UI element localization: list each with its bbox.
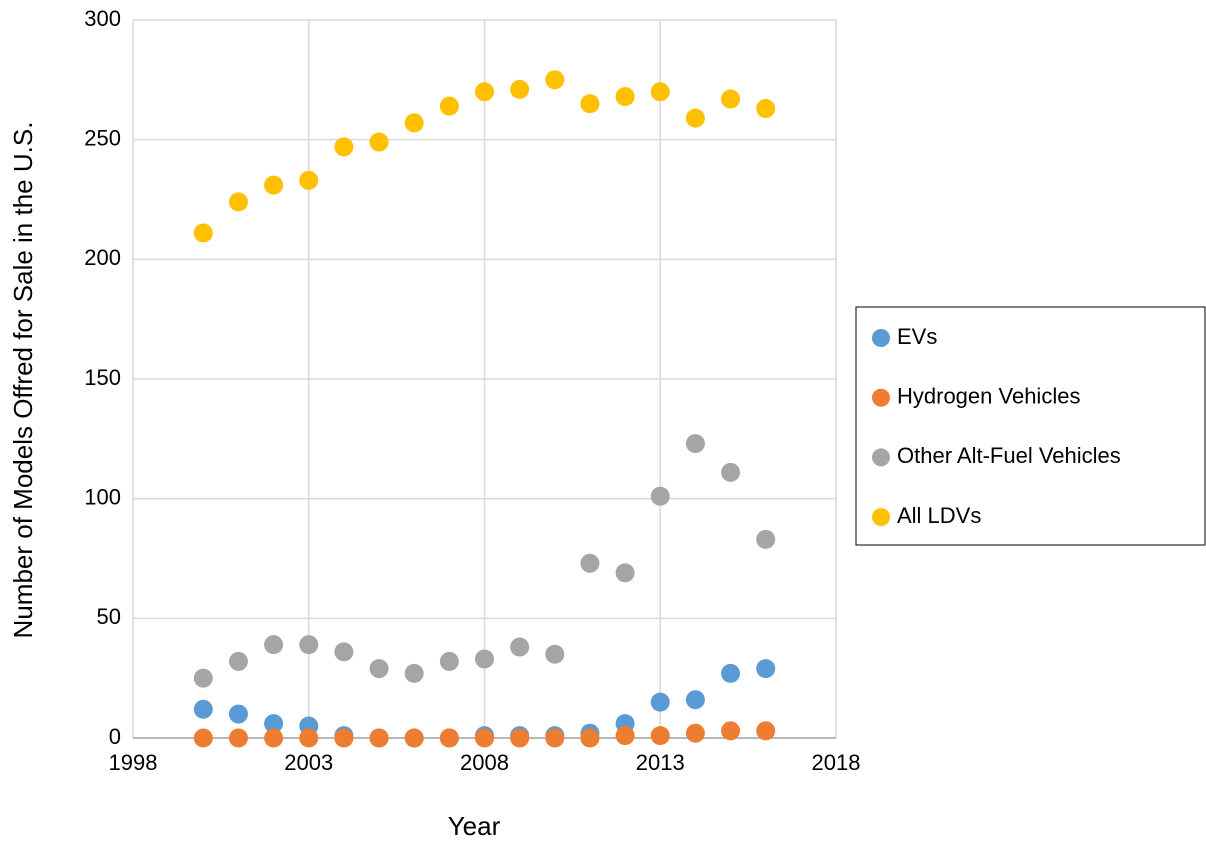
- x-tick-label: 2003: [284, 750, 333, 775]
- point: [228, 651, 248, 671]
- y-tick-label: 250: [84, 125, 121, 150]
- point: [685, 723, 705, 743]
- point: [475, 82, 494, 102]
- point: [369, 659, 389, 679]
- x-tick-label: 2018: [812, 750, 861, 775]
- legend-marker: [872, 388, 890, 407]
- point: [334, 642, 354, 662]
- point: [650, 82, 670, 102]
- point: [650, 486, 670, 506]
- point: [756, 721, 776, 741]
- point: [615, 87, 635, 107]
- point: [228, 728, 248, 748]
- point: [264, 728, 284, 748]
- point: [685, 108, 705, 128]
- point: [545, 70, 565, 90]
- point: [369, 728, 389, 748]
- point: [264, 714, 284, 734]
- point: [404, 728, 424, 748]
- point: [721, 462, 741, 482]
- point: [193, 668, 213, 688]
- legend-label: Other Alt-Fuel Vehicles: [897, 443, 1121, 468]
- x-tick-label: 1998: [109, 750, 158, 775]
- point: [299, 170, 319, 190]
- y-tick-label: 50: [97, 604, 121, 629]
- point: [334, 137, 354, 157]
- x-tick-label: 2008: [460, 750, 509, 775]
- point: [721, 721, 741, 741]
- point: [510, 79, 530, 99]
- point: [404, 663, 424, 683]
- point: [756, 659, 776, 679]
- point: [615, 726, 635, 746]
- point: [193, 223, 213, 243]
- point: [228, 192, 248, 212]
- point: [580, 553, 600, 573]
- y-axis-label: Number of Models Offred for Sale in the …: [8, 122, 38, 639]
- y-tick-label: 300: [84, 6, 121, 31]
- point: [615, 563, 635, 583]
- legend-label: All LDVs: [897, 503, 981, 528]
- point: [580, 94, 600, 114]
- point: [650, 692, 670, 712]
- point: [685, 690, 705, 710]
- point: [369, 132, 389, 152]
- y-tick-label: 150: [84, 365, 121, 390]
- point: [439, 651, 459, 671]
- point: [299, 728, 319, 748]
- point: [439, 96, 459, 116]
- point: [545, 644, 565, 664]
- point: [721, 89, 741, 109]
- point: [510, 728, 530, 748]
- point: [580, 728, 600, 748]
- point: [545, 728, 565, 748]
- point: [475, 649, 494, 669]
- x-axis-label: Year: [448, 811, 501, 841]
- x-tick-label: 2013: [636, 750, 685, 775]
- point: [228, 704, 248, 724]
- point: [650, 726, 670, 746]
- legend: [855, 306, 1206, 546]
- legend-marker: [872, 508, 890, 527]
- point: [475, 728, 494, 748]
- point: [685, 434, 705, 454]
- point: [721, 663, 741, 683]
- y-tick-label: 200: [84, 245, 121, 270]
- y-tick-label: 0: [109, 724, 121, 749]
- point: [756, 529, 776, 549]
- point: [510, 637, 530, 657]
- point: [404, 113, 424, 133]
- point: [334, 728, 354, 748]
- point: [193, 728, 213, 748]
- point: [299, 635, 319, 655]
- legend-marker: [872, 329, 890, 347]
- legend-label: Hydrogen Vehicles: [897, 384, 1080, 409]
- point: [193, 699, 213, 719]
- legend-label: EVs: [897, 324, 937, 349]
- point: [756, 99, 776, 119]
- y-tick-label: 100: [84, 484, 121, 509]
- point: [439, 728, 459, 748]
- legend-marker: [872, 448, 890, 467]
- point: [264, 175, 284, 195]
- point: [264, 635, 284, 655]
